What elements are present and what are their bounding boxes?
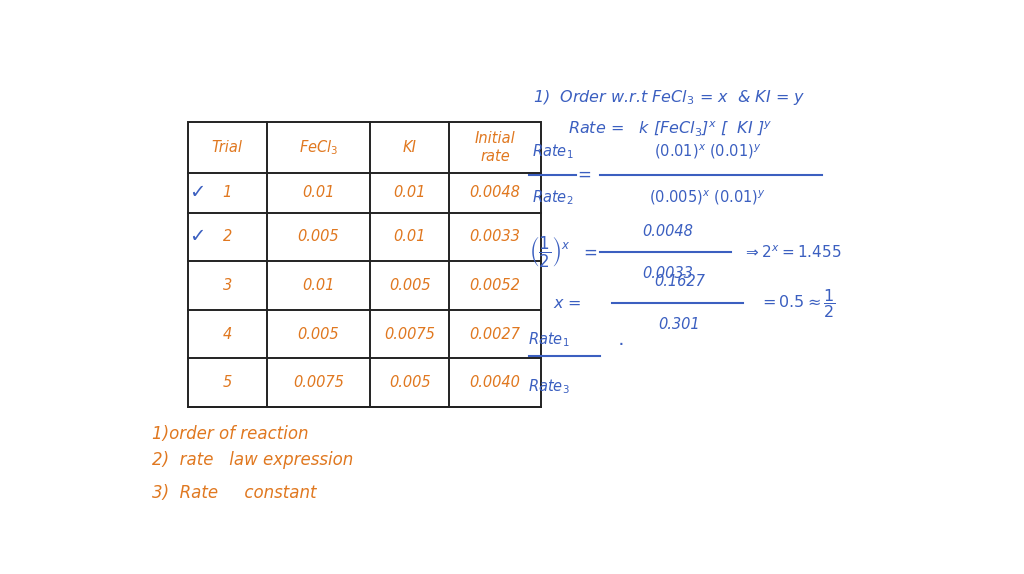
Text: 5: 5 <box>222 375 231 390</box>
Text: 0.01: 0.01 <box>302 185 335 200</box>
Text: 0.0040: 0.0040 <box>470 375 520 390</box>
Text: $x$ =: $x$ = <box>553 296 582 311</box>
Text: 1: 1 <box>222 185 231 200</box>
Text: 0.005: 0.005 <box>389 375 430 390</box>
Text: =: = <box>578 166 591 184</box>
Text: 0.005: 0.005 <box>389 278 430 293</box>
Text: Rate$_1$: Rate$_1$ <box>531 142 573 161</box>
Text: 3: 3 <box>222 278 231 293</box>
Text: 0.01: 0.01 <box>393 230 426 245</box>
Text: 0.005: 0.005 <box>298 327 339 342</box>
Text: 0.0052: 0.0052 <box>470 278 520 293</box>
Text: 0.01: 0.01 <box>302 278 335 293</box>
Text: 0.005: 0.005 <box>298 230 339 245</box>
Bar <box>187 122 541 407</box>
Text: 0.01: 0.01 <box>393 185 426 200</box>
Text: .: . <box>612 330 625 349</box>
Text: $\left(\dfrac{1}{2}\right)^x$: $\left(\dfrac{1}{2}\right)^x$ <box>528 235 570 270</box>
Text: 2: 2 <box>222 230 231 245</box>
Text: 3)  Rate     constant: 3) Rate constant <box>152 484 316 502</box>
Text: Rate =   k [FeCl$_3$]$^x$ [  KI ]$^y$: Rate = k [FeCl$_3$]$^x$ [ KI ]$^y$ <box>568 119 772 138</box>
Text: Trial: Trial <box>212 140 243 155</box>
Text: $= 0.5 \approx \dfrac{1}{2}$: $= 0.5 \approx \dfrac{1}{2}$ <box>759 286 836 320</box>
Text: Initial
rate: Initial rate <box>475 131 515 164</box>
Text: 0.1627: 0.1627 <box>654 274 705 289</box>
Text: Rate$_1$: Rate$_1$ <box>527 330 569 349</box>
Text: ✓: ✓ <box>188 183 205 202</box>
Text: 0.301: 0.301 <box>658 317 700 332</box>
Text: Rate$_2$: Rate$_2$ <box>531 189 573 207</box>
Text: 2)  rate   law expression: 2) rate law expression <box>152 451 353 469</box>
Text: 0.0033: 0.0033 <box>642 266 693 281</box>
Text: =: = <box>583 243 597 261</box>
Text: 0.0033: 0.0033 <box>470 230 520 245</box>
Text: 0.0075: 0.0075 <box>384 327 435 342</box>
Text: ✓: ✓ <box>188 227 205 246</box>
Text: FeCl$_3$: FeCl$_3$ <box>299 138 338 157</box>
Text: $\Rightarrow 2^x = 1.455$: $\Rightarrow 2^x = 1.455$ <box>743 244 842 261</box>
Text: KI: KI <box>402 140 417 155</box>
Text: $(0.01)^x$ $(0.01)^y$: $(0.01)^x$ $(0.01)^y$ <box>653 143 761 161</box>
Text: 4: 4 <box>222 327 231 342</box>
Text: 0.0048: 0.0048 <box>470 185 520 200</box>
Text: 1)order of reaction: 1)order of reaction <box>152 425 308 443</box>
Text: $(0.005)^x$ $(0.01)^y$: $(0.005)^x$ $(0.01)^y$ <box>649 189 766 207</box>
Text: 0.0027: 0.0027 <box>470 327 520 342</box>
Text: 0.0048: 0.0048 <box>642 224 693 239</box>
Text: 1)  Order w.r.t FeCl$_3$ = x  & KI = y: 1) Order w.r.t FeCl$_3$ = x & KI = y <box>532 88 805 107</box>
Text: Rate$_3$: Rate$_3$ <box>527 378 569 397</box>
Text: 0.0075: 0.0075 <box>293 375 344 390</box>
